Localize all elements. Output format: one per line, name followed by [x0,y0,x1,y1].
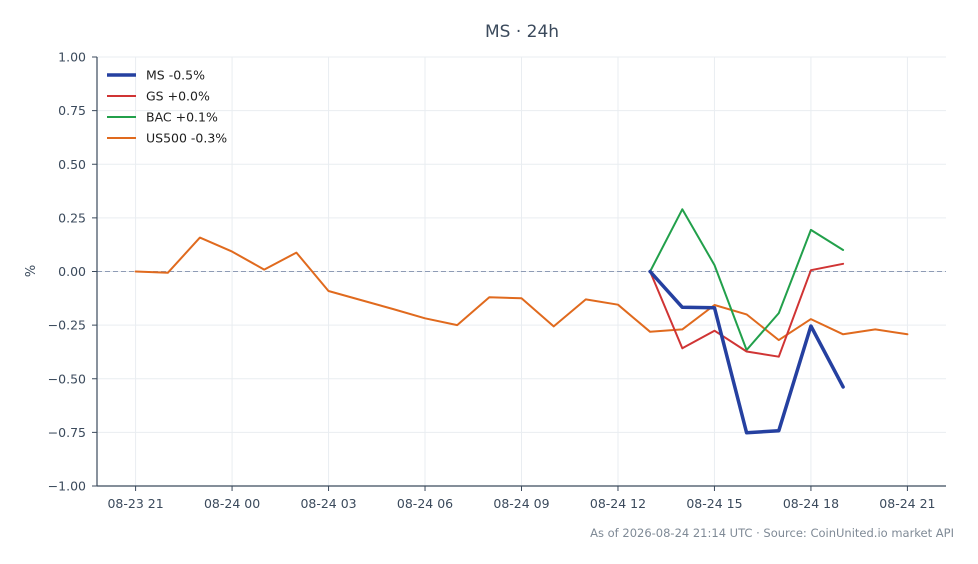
x-tick-label: 08-24 09 [493,496,549,511]
y-tick-label: 0.75 [58,103,86,118]
chart-title: MS · 24h [485,22,559,42]
series-lines [134,208,909,435]
legend-label: US500 -0.3% [146,131,227,146]
y-tick-label: 1.00 [58,50,86,65]
y-tick-label: 0.25 [58,210,86,225]
x-tick-label: 08-24 03 [300,496,356,511]
series-line [649,208,845,351]
x-tick-label: 08-24 06 [397,496,453,511]
x-tick-label: 08-24 18 [783,496,839,511]
series-line [648,269,845,435]
footer-source: As of 2026-08-24 21:14 UTC · Source: Coi… [590,526,954,540]
y-tick-label: 0.50 [58,157,86,172]
x-tick-label: 08-23 21 [107,496,163,511]
legend-label: GS +0.0% [146,89,210,104]
axes: 1.00 0.75 0.50 0.25 0.00 −0.25 −0.50 −0.75 −1.00… [48,50,946,511]
legend-label: MS -0.5% [146,68,205,83]
y-tick-label: −0.75 [48,425,86,440]
x-tick-label: 08-24 00 [204,496,260,511]
y-tick-label: −1.00 [48,479,86,494]
y-axis-label: % [24,265,39,277]
y-tick-label: −0.25 [48,318,86,333]
x-tick-label: 08-24 12 [590,496,646,511]
legend-label: BAC +0.1% [146,110,218,125]
series-line [134,236,909,342]
x-tick-label: 08-24 15 [686,496,742,511]
legend: MS -0.5% GS +0.0% BAC +0.1% US500 -0.3% [107,68,227,146]
y-tick-label: −0.50 [48,371,86,386]
series-line [649,262,845,358]
y-tick-label: 0.00 [58,264,86,279]
x-tick-label: 08-24 21 [879,496,935,511]
